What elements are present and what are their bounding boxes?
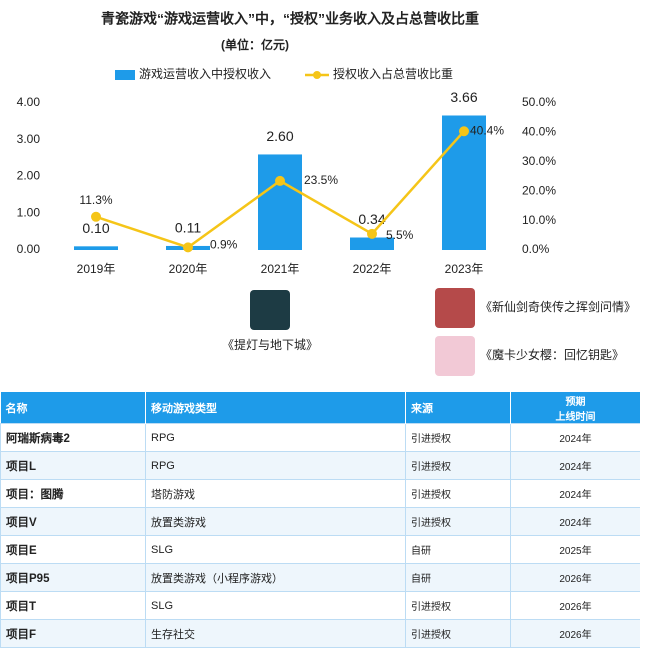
game-icon — [435, 288, 475, 328]
table-cell: 2026年 — [510, 619, 640, 648]
table-cell: 塔防游戏 — [145, 479, 406, 508]
y-tick-label: 3.00 — [17, 132, 41, 146]
x-tick-label: 2022年 — [353, 262, 392, 276]
chart-subtitle: (单位：亿元) — [221, 37, 289, 52]
game-caption: 《新仙剑奇侠传之挥剑问情》 — [480, 299, 636, 314]
y-tick-label: 4.00 — [17, 95, 41, 109]
header-text: 上线时间 — [555, 411, 596, 423]
table-row: 项目V 放置类游戏 引进授权 2024年 — [0, 507, 640, 536]
y2-tick-label: 0.0% — [522, 242, 550, 256]
line-point — [91, 211, 101, 222]
table-row: 阿瑞斯病毒2 RPG 引进授权 2024年 — [0, 423, 640, 452]
table-cell: 自研 — [405, 563, 511, 592]
table-cell: 引进授权 — [405, 507, 511, 536]
table-cell: 引进授权 — [405, 479, 511, 508]
line-value-label: 11.3% — [79, 193, 112, 207]
line-point — [367, 228, 377, 239]
y-tick-label: 2.00 — [17, 169, 41, 183]
line-point — [183, 242, 193, 253]
header-cell: 名称 — [0, 392, 146, 424]
bar-value-label: 0.10 — [82, 220, 109, 236]
y-tick-label: 1.00 — [17, 205, 41, 219]
table-row: 项目P95 放置类游戏（小程序游戏） 自研 2026年 — [0, 563, 640, 592]
table-cell: 项目F — [0, 619, 146, 648]
y2-tick-label: 40.0% — [522, 125, 556, 139]
game-caption: 《提灯与地下城》 — [222, 337, 318, 352]
bar — [442, 115, 486, 251]
table-cell: 自研 — [405, 535, 511, 564]
bar-value-label: 0.11 — [175, 220, 201, 236]
legend-label: 授权收入占总营收比重 — [333, 66, 453, 81]
header-cell: 预期 上线时间 — [510, 392, 640, 424]
bar — [350, 237, 394, 250]
table-cell: 项目L — [0, 451, 146, 480]
table-cell: 2026年 — [510, 563, 640, 592]
bar-value-label: 2.60 — [266, 128, 293, 144]
table-cell: 2025年 — [510, 535, 640, 564]
table-cell: 项目：图腾 — [0, 479, 146, 508]
table-cell: 2024年 — [510, 423, 640, 452]
table-cell: 项目V — [0, 507, 146, 536]
legend-swatch — [115, 70, 135, 80]
table-cell: SLG — [145, 535, 406, 564]
line-value-label: 5.5% — [386, 228, 414, 242]
x-tick-label: 2021年 — [261, 262, 300, 276]
game-icon — [250, 290, 290, 330]
y2-tick-label: 30.0% — [522, 154, 556, 168]
table-row: 项目E SLG 自研 2025年 — [0, 535, 640, 564]
table-row: 项目T SLG 引进授权 2026年 — [0, 591, 640, 620]
table-row: 项目：图腾 塔防游戏 引进授权 2024年 — [0, 479, 640, 508]
table-cell: 2024年 — [510, 451, 640, 480]
header-text: 预期 — [565, 396, 586, 408]
table-container: 名称 移动游戏类型 来源 预期 上线时间 阿瑞斯病毒2 RPG 引进授权 2024年 项目L RPG… — [0, 392, 640, 654]
table-cell: 引进授权 — [405, 591, 511, 620]
x-tick-label: 2023年 — [445, 262, 484, 276]
table-cell: 项目P95 — [0, 563, 146, 592]
line-value-label: 40.4% — [470, 123, 504, 137]
game-icon — [435, 336, 475, 376]
table-cell: 2024年 — [510, 479, 640, 508]
table-cell: 引进授权 — [405, 423, 511, 452]
table-cell: 2026年 — [510, 591, 640, 620]
line-value-label: 23.5% — [304, 173, 338, 187]
bar — [258, 154, 302, 250]
x-tick-label: 2020年 — [169, 262, 208, 276]
table-cell: 生存社交 — [145, 619, 406, 648]
y-tick-label: 0.00 — [17, 242, 41, 256]
table-cell: RPG — [145, 423, 406, 452]
chart: 青瓷游戏“游戏运营收入”中，“授权”业务收入及占总营收比重 (单位：亿元) 《提… — [17, 11, 636, 376]
table-cell: SLG — [145, 591, 406, 620]
table-cell: 放置类游戏（小程序游戏） — [145, 563, 406, 592]
table-cell: 项目E — [0, 535, 146, 564]
line-point — [459, 126, 469, 137]
table-row: 项目F 生存社交 引进授权 2026年 — [0, 619, 640, 648]
table-cell: 2024年 — [510, 507, 640, 536]
table: 名称 移动游戏类型 来源 预期 上线时间 阿瑞斯病毒2 RPG 引进授权 2024年 项目L RPG… — [0, 392, 640, 648]
line-point — [275, 175, 285, 186]
table-cell: 项目T — [0, 591, 146, 620]
header-cell: 移动游戏类型 — [145, 392, 406, 424]
x-tick-label: 2019年 — [77, 262, 116, 276]
table-row: 项目L RPG 引进授权 2024年 — [0, 451, 640, 480]
table-cell: 引进授权 — [405, 619, 511, 648]
legend-swatch — [313, 71, 321, 79]
line-value-label: 0.9% — [210, 238, 238, 252]
legend-label: 游戏运营收入中授权收入 — [139, 66, 271, 81]
y2-tick-label: 20.0% — [522, 183, 556, 197]
table-cell: 放置类游戏 — [145, 507, 406, 536]
y2-tick-label: 50.0% — [522, 95, 556, 109]
table-cell: RPG — [145, 451, 406, 480]
chart-title: 青瓷游戏“游戏运营收入”中，“授权”业务收入及占总营收比重 — [101, 11, 479, 27]
header-row: 名称 移动游戏类型 来源 预期 上线时间 — [0, 392, 640, 424]
y2-tick-label: 10.0% — [522, 213, 556, 227]
header-cell: 来源 — [405, 392, 511, 424]
table-cell: 引进授权 — [405, 451, 511, 480]
table-cell: 阿瑞斯病毒2 — [0, 423, 146, 452]
bar-value-label: 0.34 — [358, 211, 385, 227]
bar — [74, 246, 118, 250]
game-caption: 《魔卡少女樱：回忆钥匙》 — [480, 347, 624, 362]
bar-value-label: 3.66 — [450, 89, 477, 105]
